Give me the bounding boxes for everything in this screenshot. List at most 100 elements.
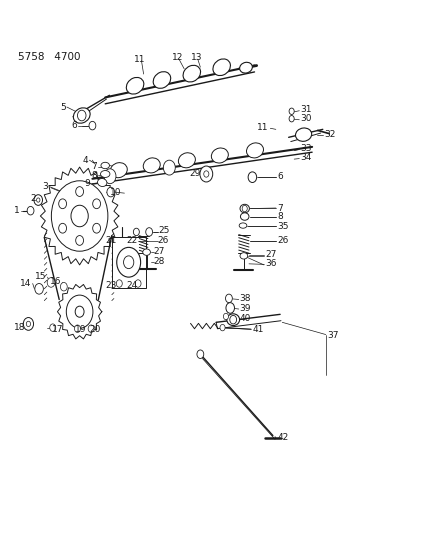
Ellipse shape [295,128,312,141]
Circle shape [27,206,34,215]
Circle shape [135,280,141,287]
Ellipse shape [240,204,250,213]
Text: 14: 14 [20,279,31,288]
Circle shape [197,350,204,359]
Circle shape [26,321,30,327]
Text: 12: 12 [172,53,184,62]
Text: 24: 24 [127,280,138,289]
Circle shape [76,187,83,197]
Text: 34: 34 [300,153,312,162]
Circle shape [75,306,84,317]
Text: 39: 39 [240,304,251,313]
Text: 32: 32 [324,130,336,139]
Circle shape [146,228,152,236]
Text: 31: 31 [300,105,312,114]
Ellipse shape [178,153,195,168]
Text: 30: 30 [300,114,312,123]
Text: 11: 11 [134,55,146,63]
Ellipse shape [110,163,127,177]
FancyBboxPatch shape [112,237,146,288]
Text: 20: 20 [89,325,101,334]
Ellipse shape [98,179,107,187]
Ellipse shape [247,143,264,158]
Text: 25: 25 [158,227,170,236]
Circle shape [77,110,86,121]
Text: 16: 16 [50,277,61,286]
Text: 35: 35 [277,222,288,231]
Text: 15: 15 [35,272,46,281]
Text: 7: 7 [277,204,283,213]
Circle shape [289,108,294,115]
Circle shape [23,318,33,330]
Circle shape [117,247,141,277]
Ellipse shape [240,253,248,259]
Circle shape [116,280,122,287]
Circle shape [59,199,66,208]
Text: 27: 27 [265,251,276,260]
Text: 37: 37 [327,331,339,340]
Text: 29: 29 [189,169,200,179]
Circle shape [50,324,56,332]
Text: 4: 4 [83,156,88,165]
Text: 17: 17 [52,325,63,334]
Text: 5758   4700: 5758 4700 [18,52,80,61]
Ellipse shape [183,66,201,82]
Text: 5: 5 [60,102,65,111]
Text: 1: 1 [14,206,20,215]
Text: 10: 10 [110,188,121,197]
Circle shape [47,278,55,287]
Circle shape [248,172,257,182]
Circle shape [89,122,96,130]
Circle shape [223,313,229,320]
Text: 33: 33 [300,144,312,153]
Circle shape [60,282,67,291]
Ellipse shape [153,71,171,88]
Text: 9: 9 [85,179,90,188]
Text: 3: 3 [43,182,48,191]
Circle shape [230,316,237,324]
Circle shape [200,166,213,182]
Circle shape [104,169,116,184]
Text: 21: 21 [106,237,117,246]
Ellipse shape [143,249,150,255]
Ellipse shape [101,163,110,168]
Circle shape [242,205,247,212]
Circle shape [35,284,43,294]
Circle shape [59,223,66,233]
Ellipse shape [211,148,228,163]
Circle shape [93,223,101,233]
Circle shape [66,295,93,328]
Circle shape [34,195,42,205]
Text: 23: 23 [106,280,117,289]
Text: 11: 11 [257,123,269,132]
Text: 8: 8 [91,171,97,180]
Text: 42: 42 [277,433,288,442]
Circle shape [163,160,175,175]
Circle shape [107,187,115,197]
Text: 22: 22 [127,237,138,246]
Text: 40: 40 [240,313,251,322]
Text: 41: 41 [253,325,264,334]
Text: 18: 18 [14,323,25,332]
Circle shape [71,205,88,227]
Text: 6: 6 [277,172,283,181]
Ellipse shape [239,223,247,228]
Text: 19: 19 [74,325,86,334]
Text: 26: 26 [158,236,169,245]
Circle shape [289,116,294,122]
Circle shape [74,325,80,333]
Text: 28: 28 [153,257,165,265]
Text: 36: 36 [265,260,276,268]
Ellipse shape [240,62,253,73]
Text: 26: 26 [277,237,288,246]
Circle shape [93,199,101,208]
Text: 13: 13 [191,53,203,62]
Ellipse shape [227,314,240,326]
Text: 6: 6 [71,121,77,130]
Circle shape [204,171,209,177]
Ellipse shape [73,108,90,123]
Text: 38: 38 [240,294,251,303]
Text: 7: 7 [91,162,97,171]
Text: 2: 2 [30,194,36,203]
Circle shape [226,303,235,313]
